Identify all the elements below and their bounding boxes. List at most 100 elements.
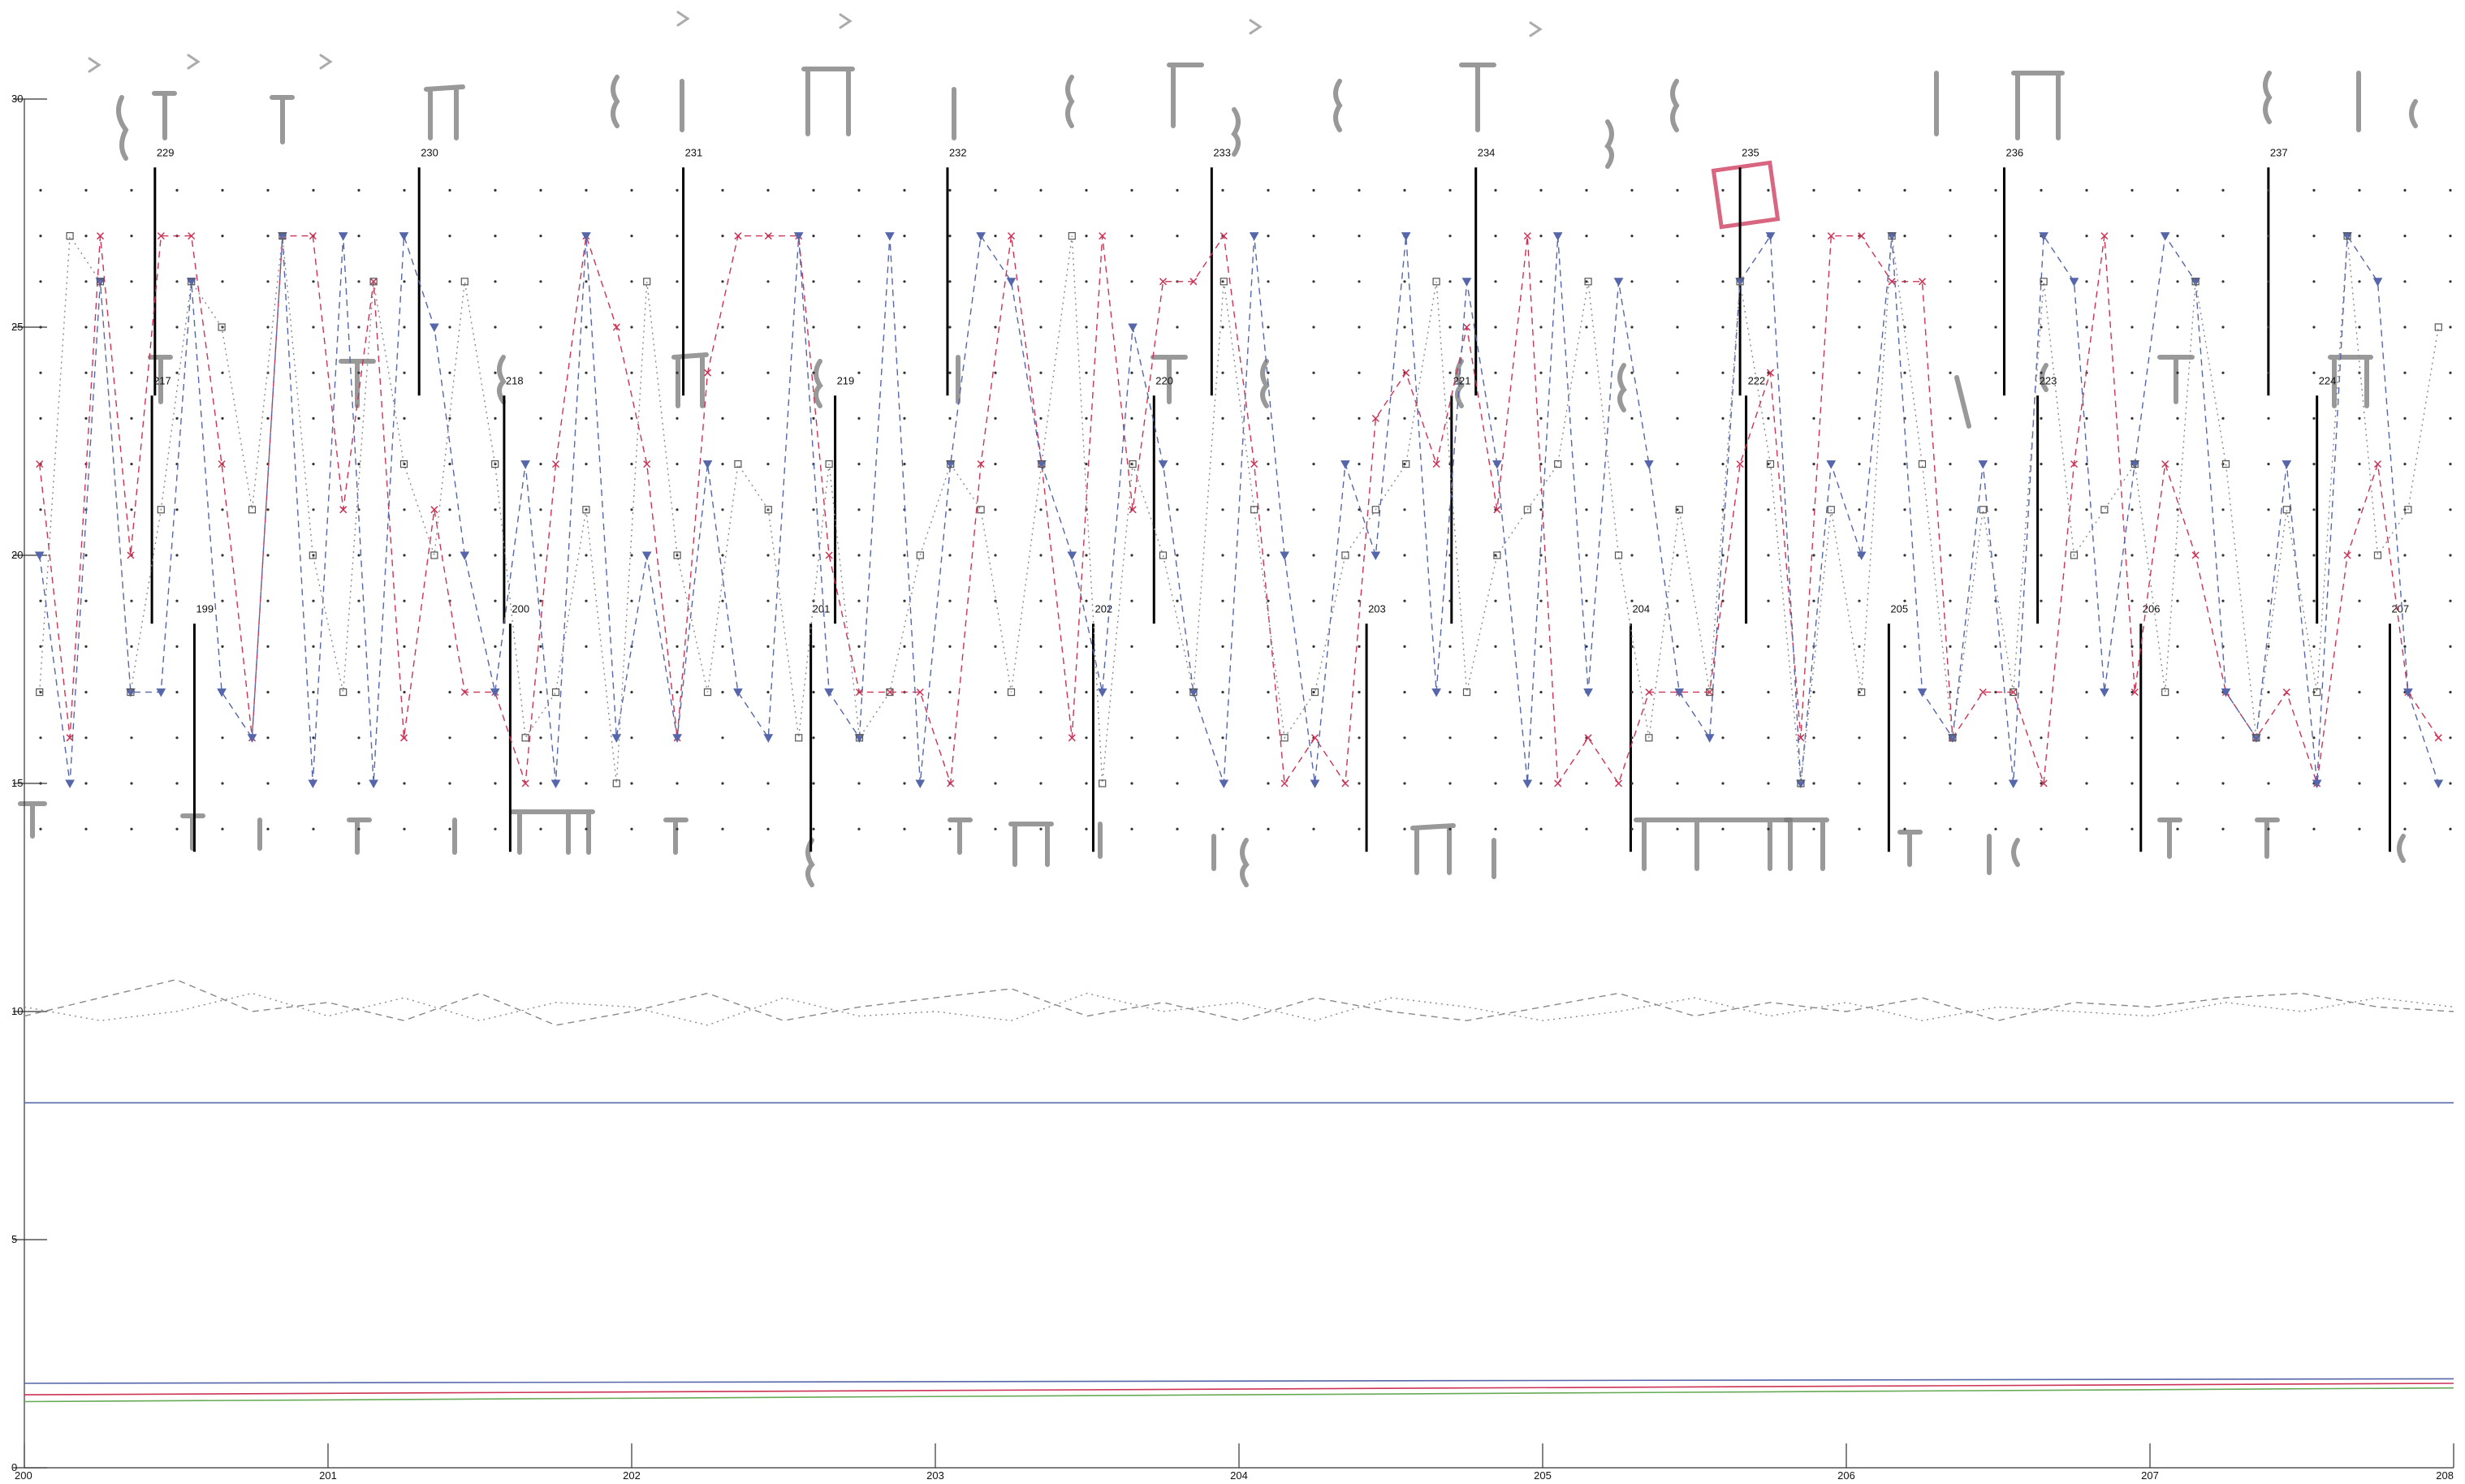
staff-dot <box>676 554 679 557</box>
series-point <box>1097 688 1107 697</box>
staff-dot <box>2040 416 2043 421</box>
series-point <box>2282 460 2292 469</box>
series-point <box>703 688 712 697</box>
staff-dot <box>357 416 360 421</box>
measure-number: 206 <box>2143 602 2161 615</box>
staff-dot <box>2449 416 2452 421</box>
measure-number: 220 <box>1155 374 1173 386</box>
staff-dot <box>494 188 497 192</box>
series-point <box>2433 779 2444 789</box>
staff-dot <box>2449 371 2452 374</box>
series-point <box>885 232 895 241</box>
series-point <box>1310 688 1319 697</box>
staff-dot <box>2403 280 2407 283</box>
staff-dot <box>766 188 770 192</box>
staff-dot <box>1085 691 1088 694</box>
staff-dot <box>1721 188 1725 192</box>
staff-dot <box>1994 371 1997 374</box>
series-point <box>825 459 833 468</box>
staff-dot <box>2358 508 2361 511</box>
staff-dot <box>1858 645 1861 649</box>
staff-dot <box>2040 645 2043 649</box>
staff-dot <box>2085 827 2088 830</box>
staff-dot <box>1039 599 1043 602</box>
series-point <box>947 779 955 787</box>
series-point <box>2434 323 2442 331</box>
staff-dot <box>2040 736 2043 740</box>
staff-dot <box>1676 554 1679 557</box>
series-point <box>1461 278 1472 287</box>
staff-dot <box>1176 463 1179 466</box>
staff-dot <box>2267 463 2270 466</box>
plot-layer: 0 5 10 15 20 25 30 200 201 202 203 204 205 206 207 208 2… <box>11 93 2454 1482</box>
staff-dot <box>994 188 997 192</box>
staff-dot <box>1085 782 1088 785</box>
series-point <box>1584 278 1592 286</box>
staff-dot <box>903 736 906 740</box>
staff-dot <box>175 280 179 283</box>
staff-dot <box>1812 782 1815 785</box>
staff-dot <box>630 188 633 192</box>
series-point <box>2100 232 2109 240</box>
staff-dot <box>1448 736 1452 740</box>
staff-dot <box>2085 508 2088 511</box>
x-tick-label: 206 <box>1837 1469 1855 1482</box>
staff-dot <box>1676 599 1679 602</box>
staff-dot <box>1630 463 1634 466</box>
series-point <box>66 232 74 240</box>
series-point <box>308 779 318 789</box>
staff-dot <box>130 416 133 421</box>
staff-dot <box>1858 599 1861 602</box>
series-point <box>156 688 166 697</box>
series-point <box>1341 551 1349 559</box>
staff-dot <box>1721 554 1725 557</box>
staff-dot <box>357 554 360 557</box>
staff-dot <box>1130 827 1133 830</box>
staff-dot <box>1403 326 1406 329</box>
series-point <box>1250 506 1258 514</box>
staff-dot <box>1903 371 1906 374</box>
series-point <box>2221 459 2230 468</box>
staff-dot <box>2085 645 2088 649</box>
staff-dot <box>266 782 270 785</box>
staff-dot <box>2176 280 2179 283</box>
staff-dot <box>1812 280 1815 283</box>
staff-dot <box>175 599 179 602</box>
staff-dot <box>266 599 270 602</box>
staff-dot <box>1676 645 1679 649</box>
staff-dot <box>312 508 315 511</box>
staff-dot <box>175 645 179 649</box>
staff-dot <box>2312 188 2316 192</box>
staff-dot <box>1858 280 1861 283</box>
staff-dot <box>2449 188 2452 192</box>
staff-dot <box>2221 416 2225 421</box>
staff-dot <box>1221 508 1224 511</box>
staff-dot <box>1130 599 1133 602</box>
staff-dot <box>2221 508 2225 511</box>
staff-dot <box>2358 188 2361 192</box>
staff-dot <box>1130 235 1133 238</box>
staff-dot <box>403 416 406 421</box>
series-point <box>491 459 499 468</box>
staff-dot <box>1221 827 1224 830</box>
staff-dot <box>2176 599 2179 602</box>
staff-dot <box>766 280 770 283</box>
staff-dot <box>2040 691 2043 694</box>
staff-dot <box>2130 280 2134 283</box>
staff-dot <box>1403 508 1406 511</box>
staff-dot <box>1676 416 1679 421</box>
staff-dot <box>357 371 360 374</box>
measure-number: 233 <box>1213 146 1231 158</box>
staff-dot <box>721 188 724 192</box>
staff-dot <box>676 645 679 649</box>
staff-dot <box>1949 280 1952 283</box>
staff-dot <box>1767 416 1770 421</box>
series-point <box>1856 551 1867 561</box>
staff-dot <box>1539 736 1543 740</box>
staff-dot <box>903 554 906 557</box>
staff-dot <box>1812 736 1815 740</box>
staff-dot <box>130 235 133 238</box>
staff-dot <box>1176 782 1179 785</box>
staff-dot <box>84 326 88 329</box>
staff-dot <box>130 736 133 740</box>
